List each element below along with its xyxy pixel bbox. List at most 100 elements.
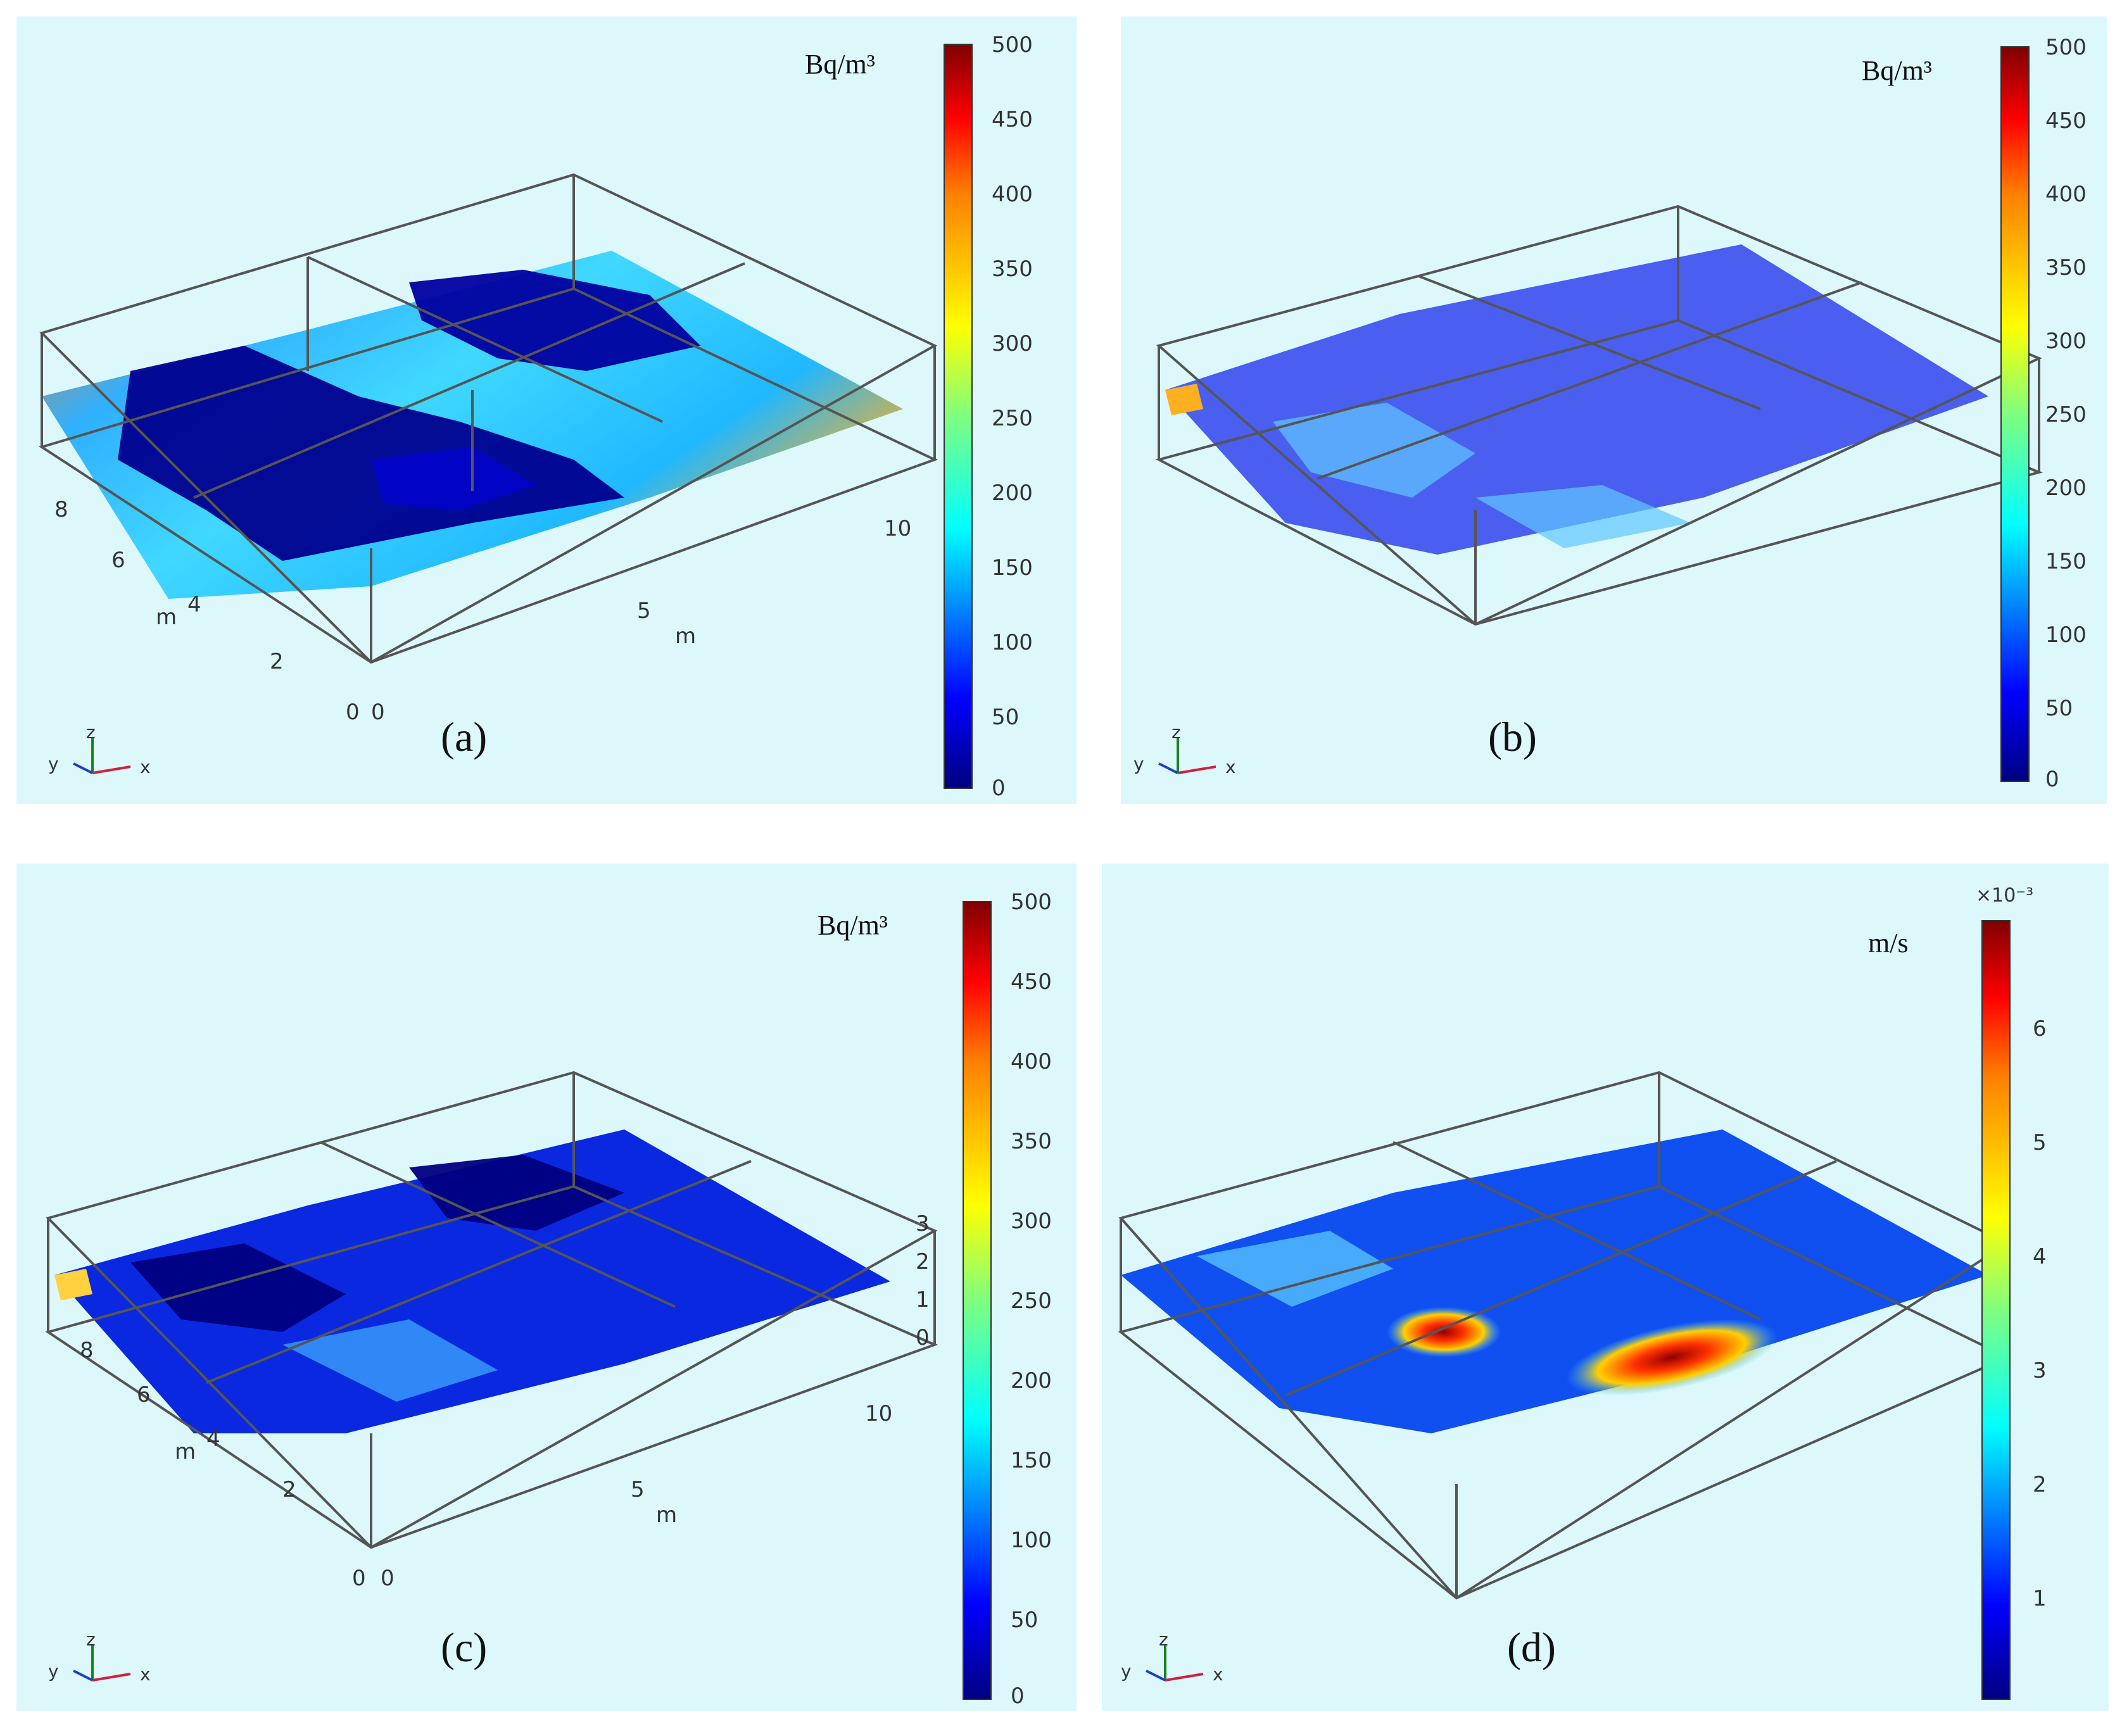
y-tick: 6 xyxy=(137,1382,151,1407)
x-tick: 10 xyxy=(865,1401,892,1426)
z-tick: 1 xyxy=(916,1287,930,1312)
chart-c: 8 6 4 2 0 m 0 5 10 m 0 1 2 3 (c) y z x B… xyxy=(45,890,1052,1709)
colorbar-tick: 100 xyxy=(1011,1528,1052,1553)
colorbar-tick: 0 xyxy=(1011,1683,1025,1709)
panel-c: 8 6 4 2 0 m 0 5 10 m 0 1 2 3 (c) y z x B… xyxy=(16,864,1077,1711)
mid-concentration-region xyxy=(1273,403,1475,498)
colorbar-tick: 350 xyxy=(2045,255,2087,280)
colorbar-tick: 450 xyxy=(2045,108,2087,134)
colorbar-tick: 3 xyxy=(2033,1358,2047,1383)
colorbar-tick: 400 xyxy=(2045,182,2087,207)
low-concentration-region xyxy=(409,1155,624,1231)
mid-velocity-region xyxy=(1197,1231,1393,1307)
colorbar-tick: 0 xyxy=(992,776,1006,801)
colorbar-tick: 350 xyxy=(1011,1129,1052,1154)
panel-label: (d) xyxy=(1507,1625,1556,1671)
y-axis-label: m xyxy=(156,605,177,630)
z-tick: 2 xyxy=(916,1249,930,1274)
panel-a: 8 6 4 2 0 m 0 5 10 m (a) y z x Bq/m³ 500… xyxy=(16,16,1077,804)
panel-label: (c) xyxy=(441,1625,487,1671)
colorbar-exponent: ×10⁻³ xyxy=(1976,884,2033,907)
high-concentration-region xyxy=(1165,384,1203,415)
colorbar-tick: 400 xyxy=(1011,1049,1052,1074)
colorbar xyxy=(1981,920,2011,1700)
triad-y-label: y xyxy=(1134,753,1144,774)
low-concentration-region xyxy=(130,1243,346,1332)
y-axis-label: m xyxy=(175,1439,196,1464)
triad-y-label: y xyxy=(48,1661,59,1682)
y-tick: 2 xyxy=(270,649,284,674)
mid-concentration-region xyxy=(282,1319,498,1402)
triad-y-label: y xyxy=(48,753,59,774)
chart-a: 8 6 4 2 0 m 0 5 10 m (a) y z x Bq/m³ 500… xyxy=(39,32,1033,801)
x-axis-label: m xyxy=(675,624,696,649)
x-tick: 5 xyxy=(631,1477,645,1502)
z-tick: 0 xyxy=(916,1325,930,1350)
colorbar-tick: 500 xyxy=(992,32,1033,58)
low-concentration-region xyxy=(409,270,700,371)
colorbar-tick: 150 xyxy=(992,555,1033,581)
y-tick: 6 xyxy=(111,548,125,573)
triad-z-label: z xyxy=(86,1629,96,1650)
x-tick: 0 xyxy=(371,700,385,725)
colorbar-tick: 150 xyxy=(1011,1448,1052,1473)
colorbar-tick: 2 xyxy=(2033,1472,2047,1497)
triad-z-label: z xyxy=(1159,1629,1168,1650)
triad-y-label: y xyxy=(1121,1661,1132,1682)
panel-b: (b) y z x Bq/m³ 500 450 400 350 300 250 … xyxy=(1121,16,2107,804)
colorbar-unit: m/s xyxy=(1868,928,1909,959)
y-tick: 8 xyxy=(54,497,68,522)
y-tick: 0 xyxy=(352,1566,366,1591)
colorbar-ticks: 500 450 400 350 300 250 200 150 100 50 0 xyxy=(2045,35,2087,792)
colorbar-tick: 200 xyxy=(2045,475,2087,501)
high-velocity-region xyxy=(1387,1307,1501,1357)
low-concentration-region xyxy=(371,447,536,510)
concentration-slice xyxy=(54,1129,890,1433)
colorbar xyxy=(2000,46,2030,782)
colorbar-unit: Bq/m³ xyxy=(805,49,875,80)
colorbar xyxy=(944,44,973,789)
x-tick: 0 xyxy=(381,1566,395,1591)
room-wireframe xyxy=(1155,204,2043,626)
colorbar-tick: 50 xyxy=(992,705,1019,730)
panel-label: (b) xyxy=(1488,714,1537,760)
y-tick: 2 xyxy=(282,1477,296,1502)
panel-d: (d) y z x ×10⁻³ m/s 6 5 4 3 2 1 xyxy=(1102,864,2109,1711)
colorbar-ticks: 500 450 400 350 300 250 200 150 100 50 0 xyxy=(1011,890,1052,1709)
chart-d: (d) y z x ×10⁻³ m/s 6 5 4 3 2 1 xyxy=(1118,884,2047,1700)
high-concentration-region xyxy=(54,1269,92,1300)
triad-z-label: z xyxy=(1172,722,1181,743)
mid-concentration-region xyxy=(1475,485,1691,548)
colorbar-tick: 450 xyxy=(992,107,1033,132)
axis-triad xyxy=(73,1645,131,1682)
x-axis-label: m xyxy=(656,1502,677,1528)
x-tick: 10 xyxy=(884,516,911,541)
colorbar-tick: 150 xyxy=(2045,549,2087,574)
room-wireframe xyxy=(45,1071,938,1549)
y-tick: 8 xyxy=(80,1338,94,1363)
colorbar-tick: 6 xyxy=(2033,1016,2047,1041)
colorbar-tick: 450 xyxy=(1011,969,1052,995)
axis-triad xyxy=(73,738,131,774)
colorbar-tick: 300 xyxy=(992,331,1033,356)
z-tick: 3 xyxy=(916,1211,930,1236)
low-concentration-region xyxy=(118,346,624,561)
triad-x-label: x xyxy=(1225,757,1236,777)
colorbar-unit: Bq/m³ xyxy=(818,910,888,941)
colorbar-tick: 300 xyxy=(1011,1209,1052,1234)
triad-z-label: z xyxy=(86,722,96,743)
colorbar-tick: 500 xyxy=(2045,35,2087,60)
triad-x-label: x xyxy=(1213,1664,1223,1685)
colorbar-tick: 200 xyxy=(1011,1368,1052,1393)
colorbar-tick: 200 xyxy=(992,481,1033,506)
colorbar-tick: 400 xyxy=(992,182,1033,207)
colorbar-tick: 50 xyxy=(1011,1607,1038,1633)
colorbar-tick: 50 xyxy=(2045,696,2073,721)
x-tick: 5 xyxy=(637,598,651,624)
colorbar-tick: 250 xyxy=(2045,402,2087,427)
triad-x-label: x xyxy=(140,1664,151,1685)
triad-x-label: x xyxy=(140,757,151,777)
high-velocity-region xyxy=(1566,1319,1778,1396)
y-tick: 4 xyxy=(187,592,201,617)
colorbar-tick: 500 xyxy=(1011,890,1052,915)
